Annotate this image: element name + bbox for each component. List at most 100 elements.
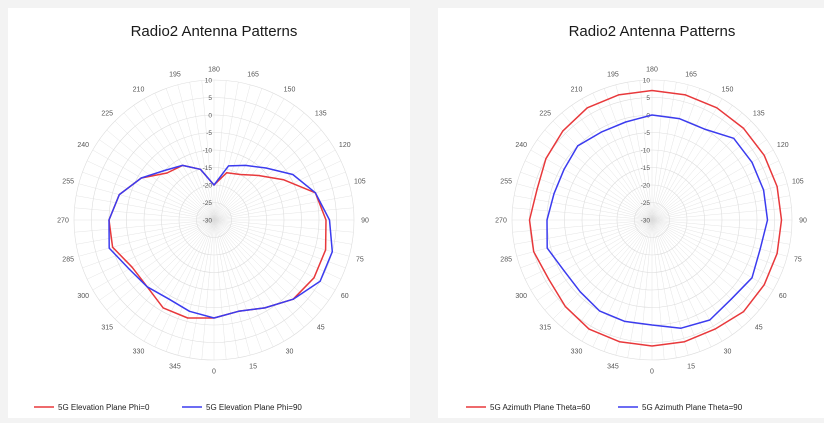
grid-spoke — [213, 219, 336, 291]
angle-tick-label: 105 — [792, 178, 804, 185]
legend: 5G Elevation Plane Phi=0 5G Elevation Pla… — [34, 403, 302, 412]
grid-spoke — [520, 171, 653, 221]
grid-spoke — [651, 219, 701, 352]
angle-tick-label: 15 — [249, 363, 257, 370]
grid-spoke — [92, 219, 215, 291]
grid-spoke — [82, 219, 215, 269]
grid-spoke — [651, 219, 788, 257]
angle-tick-label: 195 — [169, 72, 181, 79]
angle-tick-label: 45 — [317, 324, 325, 331]
grid-spoke — [76, 195, 215, 221]
grid-spoke — [651, 195, 790, 221]
angle-tick-label: 120 — [777, 142, 789, 149]
grid-spoke — [592, 219, 653, 347]
angle-tick-label: 225 — [101, 111, 113, 118]
grid-spoke — [525, 219, 653, 280]
grid-spoke — [544, 129, 653, 221]
grid-spoke — [525, 160, 653, 221]
radial-tick-label: 5 — [208, 95, 212, 102]
grid-spoke — [651, 183, 788, 221]
grid-spoke — [213, 219, 263, 352]
angle-tick-label: 210 — [571, 87, 583, 94]
grid-spoke — [213, 219, 346, 269]
grid-spoke — [651, 219, 774, 291]
grid-spoke — [651, 160, 779, 221]
grid-spoke — [213, 219, 329, 301]
grid-spoke — [651, 98, 723, 221]
polar-chart-elevation: Radio2 Antenna Patterns1050-5-10-15-20-2… — [34, 23, 369, 412]
angle-tick-label: 165 — [247, 72, 259, 79]
radial-tick-label: -10 — [641, 148, 651, 155]
grid-spoke — [581, 98, 653, 221]
grid-spoke — [213, 219, 295, 335]
radial-tick-label: -5 — [644, 130, 650, 137]
grid-spoke — [213, 160, 341, 221]
grid-spoke — [651, 219, 689, 356]
grid-spoke — [154, 93, 215, 221]
angle-tick-label: 0 — [650, 369, 654, 376]
grid-spoke — [76, 219, 215, 245]
grid-spoke — [651, 88, 701, 221]
grid-spoke — [552, 219, 653, 320]
grid-spoke — [514, 219, 653, 245]
grid-spoke — [512, 219, 653, 233]
grid-spoke — [530, 219, 653, 291]
angle-tick-label: 60 — [341, 293, 349, 300]
grid-spoke — [651, 82, 677, 221]
grid-spoke — [651, 105, 733, 221]
grid-spoke — [213, 207, 354, 221]
grid-spoke — [154, 219, 215, 347]
angle-tick-label: 300 — [77, 293, 89, 300]
grid-spoke — [651, 219, 752, 320]
angle-tick-label: 270 — [57, 218, 69, 225]
grid-spoke — [651, 171, 784, 221]
series-line-1 — [108, 164, 327, 319]
radial-tick-label: -30 — [641, 218, 651, 225]
radial-tick-label: -30 — [203, 218, 213, 225]
radial-tick-label: 0 — [208, 113, 212, 120]
grid-spoke — [516, 183, 653, 221]
radial-tick-label: -15 — [641, 165, 651, 172]
grid-spoke — [571, 105, 653, 221]
angle-tick-label: 255 — [62, 178, 74, 185]
grid-spoke — [651, 80, 665, 221]
grid-spoke — [651, 219, 784, 269]
angle-tick-label: 315 — [539, 324, 551, 331]
grid-spoke — [201, 80, 215, 221]
legend-label: 5G Elevation Plane Phi=90 — [206, 403, 302, 412]
angle-tick-label: 90 — [361, 218, 369, 225]
grid-spoke — [213, 139, 329, 221]
angle-tick-label: 285 — [62, 257, 74, 264]
grid-spoke — [651, 219, 790, 245]
radial-tick-label: 10 — [205, 78, 213, 85]
grid-spoke — [213, 219, 285, 342]
grid-spoke — [592, 93, 653, 221]
grid-spoke — [213, 219, 341, 280]
angle-tick-label: 210 — [133, 87, 145, 94]
grid-spoke — [123, 219, 215, 328]
grid-spoke — [213, 105, 295, 221]
angle-tick-label: 15 — [687, 363, 695, 370]
angle-tick-label: 270 — [495, 218, 507, 225]
angle-tick-label: 30 — [286, 348, 294, 355]
angle-tick-label: 90 — [799, 218, 807, 225]
angle-tick-label: 225 — [539, 111, 551, 118]
grid-spoke — [177, 219, 215, 356]
grid-spoke — [213, 219, 350, 257]
grid-spoke — [213, 129, 322, 221]
grid-spoke — [143, 219, 215, 342]
angle-tick-label: 135 — [315, 111, 327, 118]
grid-spoke — [106, 219, 215, 311]
grid-spoke — [651, 219, 665, 360]
legend-label: 5G Azimuth Plane Theta=90 — [642, 403, 743, 412]
grid-spoke — [74, 207, 215, 221]
grid-spoke — [213, 219, 305, 328]
grid-spoke — [639, 80, 653, 221]
grid-spoke — [651, 120, 752, 221]
grid-spoke — [651, 149, 774, 221]
grid-spoke — [92, 149, 215, 221]
radial-tick-label: -5 — [206, 130, 212, 137]
angle-tick-label: 330 — [133, 348, 145, 355]
grid-spoke — [544, 219, 653, 311]
grid-spoke — [537, 139, 653, 221]
